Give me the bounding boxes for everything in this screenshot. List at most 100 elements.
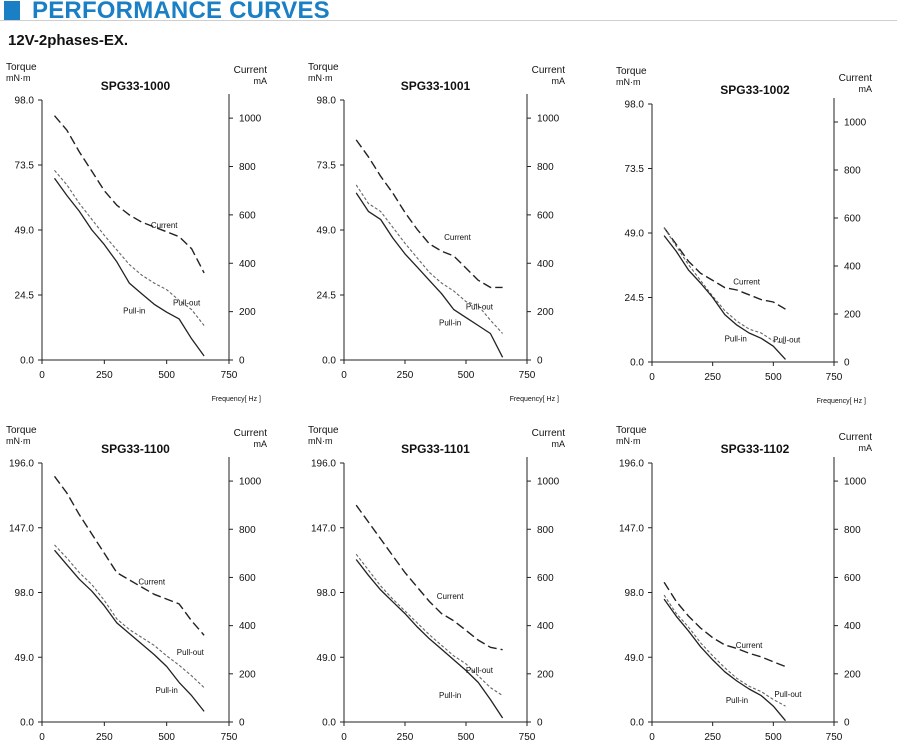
right-axis-unit: mA: [254, 76, 268, 86]
right-tick-label: 0: [239, 356, 245, 367]
right-tick-label: 200: [844, 669, 861, 680]
left-axis-unit: mN·m: [6, 436, 31, 446]
x-tick-label: 0: [341, 732, 347, 743]
series-current-line: [355, 139, 503, 289]
series-pull-in-line: [54, 549, 205, 712]
left-axis-title: Torque: [616, 66, 647, 77]
series-pull-out-line: [355, 553, 503, 697]
right-axis-unit: mA: [254, 439, 268, 449]
x-axis-title: Frequency[ Hz ]: [510, 396, 559, 403]
left-tick-label: 0.0: [322, 718, 336, 729]
chart-title: SPG33-1002: [720, 83, 790, 97]
series-pull-out-line: [663, 227, 786, 345]
right-tick-label: 0: [844, 358, 850, 369]
x-tick-label: 250: [397, 732, 414, 743]
right-tick-label: 200: [239, 307, 256, 318]
x-tick-label: 0: [649, 732, 655, 743]
left-tick-label: 196.0: [311, 459, 336, 470]
chart-title: SPG33-1101: [401, 442, 470, 456]
left-tick-label: 0.0: [20, 718, 34, 729]
chart-title: SPG33-1000: [101, 79, 171, 93]
series-pull-in-line: [53, 177, 205, 357]
left-tick-label: 0.0: [630, 358, 644, 369]
right-tick-label: 1000: [844, 477, 867, 488]
right-tick-label: 1000: [239, 114, 262, 125]
chart-spg33-1001: 0.0 24.5 49.0 73.5 98.0 0 200 400 600 800 1000 0 250…: [308, 62, 565, 403]
series-pull-in-line: [663, 598, 786, 722]
header-square-icon: [4, 1, 20, 20]
curve-label-pull-out: Pull-out: [177, 648, 205, 657]
series-pull-out-line: [54, 544, 205, 688]
curve-label-current: Current: [151, 221, 178, 230]
left-tick-label: 147.0: [311, 523, 336, 534]
x-axis-title: Frequency[ Hz ]: [817, 398, 866, 405]
right-axis-unit: mA: [859, 443, 873, 453]
x-tick-label: 750: [826, 372, 843, 383]
left-axis-unit: mN·m: [308, 73, 333, 83]
page-header: PERFORMANCE CURVES: [0, 0, 897, 26]
right-tick-label: 1000: [239, 477, 262, 488]
right-tick-label: 0: [537, 356, 543, 367]
curve-label-current: Current: [437, 592, 464, 601]
curve-label-pull-out: Pull-out: [774, 690, 802, 699]
header-divider: [0, 20, 897, 21]
right-tick-label: 800: [844, 525, 861, 536]
series-pull-in-line: [355, 559, 504, 719]
left-tick-label: 0.0: [20, 356, 34, 367]
x-axis-title: Frequency[ Hz ]: [212, 396, 261, 403]
right-tick-label: 1000: [537, 114, 560, 125]
left-tick-label: 73.5: [317, 161, 337, 172]
x-tick-label: 0: [649, 372, 655, 383]
left-tick-label: 24.5: [317, 291, 337, 302]
right-tick-label: 1000: [844, 118, 867, 129]
curve-label-pull-out: Pull-out: [173, 299, 201, 308]
right-tick-label: 400: [537, 621, 554, 632]
right-tick-label: 200: [537, 307, 554, 318]
right-tick-label: 600: [844, 573, 861, 584]
curve-label-pull-in: Pull-in: [123, 307, 145, 316]
right-tick-label: 400: [239, 621, 256, 632]
x-tick-label: 750: [826, 732, 843, 743]
right-axis-unit: mA: [552, 76, 566, 86]
series-current-line: [53, 115, 205, 274]
x-tick-label: 750: [519, 732, 536, 743]
chart-title: SPG33-1100: [101, 442, 170, 456]
chart-title: SPG33-1102: [721, 442, 790, 456]
x-tick-label: 250: [96, 370, 113, 381]
curve-label-current: Current: [736, 641, 763, 650]
left-tick-label: 147.0: [9, 523, 34, 534]
left-tick-label: 98.0: [15, 96, 35, 107]
right-tick-label: 400: [239, 259, 256, 270]
curve-label-current: Current: [138, 578, 165, 587]
right-tick-label: 400: [537, 259, 554, 270]
series-current-line: [53, 475, 205, 636]
right-tick-label: 200: [239, 669, 256, 680]
curve-label-pull-out: Pull-out: [773, 335, 801, 344]
right-tick-label: 200: [537, 669, 554, 680]
series-current-line: [355, 504, 503, 651]
series-pull-out-line: [663, 594, 786, 707]
right-tick-label: 600: [537, 573, 554, 584]
left-tick-label: 49.0: [625, 229, 645, 240]
left-tick-label: 49.0: [317, 653, 337, 664]
left-tick-label: 0.0: [322, 356, 336, 367]
right-tick-label: 400: [844, 262, 861, 273]
chart-spg33-1102: 0.0 49.0 98.0 147.0 196.0 0 200 400 600 800 1000 0 2…: [616, 425, 872, 743]
left-axis-unit: mN·m: [6, 73, 31, 83]
right-tick-label: 200: [844, 310, 861, 321]
chart-spg33-1002: 0.0 24.5 49.0 73.5 98.0 0 200 400 600 800 1000 0 250…: [616, 66, 872, 405]
right-tick-label: 600: [239, 573, 256, 584]
x-tick-label: 250: [704, 732, 721, 743]
left-axis-title: Torque: [6, 425, 37, 436]
x-tick-label: 250: [96, 732, 113, 743]
right-axis-title: Current: [839, 432, 873, 443]
x-tick-label: 500: [158, 370, 175, 381]
right-axis-title: Current: [532, 65, 566, 76]
x-tick-label: 0: [39, 732, 45, 743]
curve-label-current: Current: [444, 233, 471, 242]
right-tick-label: 800: [537, 525, 554, 536]
right-tick-label: 0: [537, 718, 543, 729]
x-tick-label: 250: [704, 372, 721, 383]
curve-label-pull-in: Pull-in: [725, 334, 747, 343]
left-tick-label: 98.0: [625, 100, 645, 111]
